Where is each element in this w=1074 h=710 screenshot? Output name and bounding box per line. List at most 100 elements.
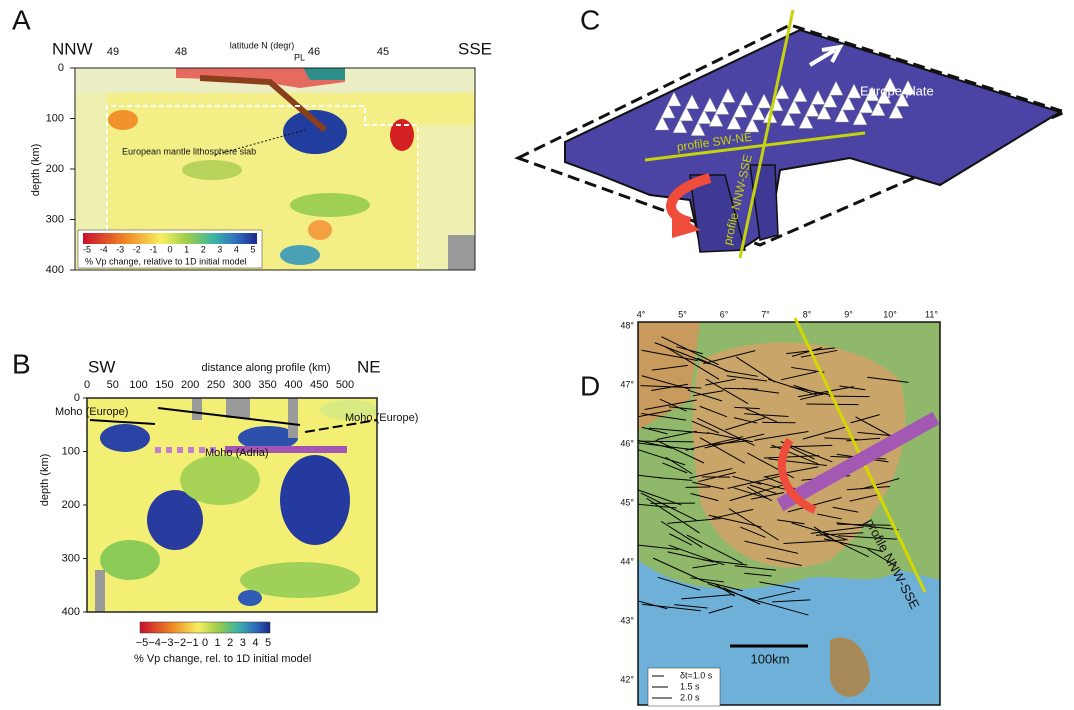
splitting-bar: [800, 349, 838, 358]
tick-label: −5: [136, 637, 149, 649]
splitting-bar: [740, 526, 766, 538]
tick-label: 11°: [925, 309, 938, 319]
splitting-bar: [733, 417, 758, 424]
annotation: Europe plate: [860, 83, 934, 98]
splitting-bar: [832, 506, 859, 513]
volcano: [858, 98, 874, 114]
splitting-bar: [654, 342, 710, 365]
legend-label: 2.0 s: [680, 692, 700, 702]
splitting-bar: [728, 508, 779, 541]
splitting-bar: [823, 538, 884, 553]
splitting-bar: [729, 484, 784, 502]
volcano: [840, 95, 856, 111]
splitting-bar: [690, 493, 719, 502]
splitting-bar: [724, 370, 758, 377]
splitting-bar: [759, 581, 800, 590]
splitting-bar: [668, 406, 697, 411]
splitting-bar: [703, 580, 743, 592]
volcano: [870, 101, 886, 116]
tick-label: 8°: [803, 309, 812, 319]
tick-label: 47°: [620, 379, 634, 389]
splitting-bar: [767, 378, 818, 396]
volcano: [900, 79, 916, 95]
panel-label: B: [12, 348, 31, 379]
tick-label: 9°: [844, 309, 853, 319]
panel-label: C: [580, 4, 600, 35]
splitting-bar: [753, 599, 809, 616]
volcano: [888, 103, 904, 119]
tick-label: 300: [62, 552, 80, 564]
volcano: [696, 109, 712, 124]
tick-label: 500: [336, 379, 354, 391]
splitting-bar: [749, 484, 777, 494]
splitting-bar: [766, 557, 802, 567]
splitting-bar: [655, 439, 705, 464]
splitting-bar: [662, 462, 688, 474]
end-label: SW: [88, 357, 115, 376]
tick-label: 0: [84, 379, 90, 391]
tick-label: 0: [58, 62, 64, 74]
splitting-bar: [659, 477, 693, 481]
splitting-bar: [817, 513, 842, 520]
splitting-bar: [669, 533, 693, 546]
splitting-bar: [734, 565, 777, 571]
volcano: [714, 99, 730, 115]
volcano: [672, 118, 688, 134]
panel-label: A: [12, 4, 31, 35]
volcano-symbols: [654, 77, 916, 136]
splitting-bar: [787, 497, 842, 513]
splitting-bar: [776, 519, 805, 525]
tick-label: 1: [215, 637, 221, 649]
tick-label: 4: [234, 244, 239, 254]
splitting-bar: [699, 405, 728, 418]
volcano: [750, 105, 766, 121]
splitting-bar: [819, 532, 869, 558]
splitting-bar: [846, 485, 891, 491]
volcano: [780, 111, 796, 126]
splitting-bar: [867, 548, 897, 567]
splitting-bar: [691, 420, 719, 434]
splitting-bar: [668, 544, 725, 566]
splitting-bar: [667, 518, 721, 524]
volcano: [690, 121, 706, 136]
splitting-bar: [763, 466, 819, 478]
splitting-bar: [791, 522, 848, 541]
volcano: [876, 89, 892, 104]
panel-b: B SW NE distance along profile (km) Moho…: [12, 348, 418, 665]
splitting-bar: [641, 412, 687, 421]
tick-label: 0: [74, 392, 80, 404]
tick-label: 200: [46, 163, 64, 175]
splitting-bar: [849, 493, 880, 502]
legend-label: δt=1.0 s: [680, 670, 713, 680]
splitting-bar: [696, 417, 755, 446]
splitting-bar: [641, 349, 698, 362]
splitting-bar: [850, 414, 880, 424]
volcano: [798, 113, 814, 129]
splitting-bar: [733, 487, 768, 499]
splitting-bar: [638, 409, 672, 418]
volcano: [684, 94, 700, 110]
tick-label: −1: [186, 637, 199, 649]
tick-label: 300: [233, 379, 251, 391]
splitting-bar: [641, 426, 668, 435]
tick-label: 2: [201, 244, 206, 254]
splitting-bar: [770, 444, 833, 448]
splitting-bar: [736, 356, 776, 383]
splitting-bar: [836, 523, 891, 526]
splitting-bar: [708, 605, 733, 614]
splitting-bar: [797, 386, 854, 398]
tick-label: 400: [62, 606, 80, 618]
panel-a: A NNW SSE latitude N (degr) European man…: [12, 4, 492, 271]
volcano: [834, 107, 850, 123]
tick-label: 100: [46, 112, 64, 124]
volcano: [828, 80, 844, 96]
volcano: [756, 93, 772, 109]
splitting-bar: [806, 403, 859, 406]
tick-label: 45: [377, 46, 389, 58]
volcano: [882, 77, 898, 92]
splitting-bar: [861, 478, 900, 490]
tick-label: 400: [284, 379, 302, 391]
tick-label: 0: [167, 244, 172, 254]
tick-label: 250: [207, 379, 225, 391]
